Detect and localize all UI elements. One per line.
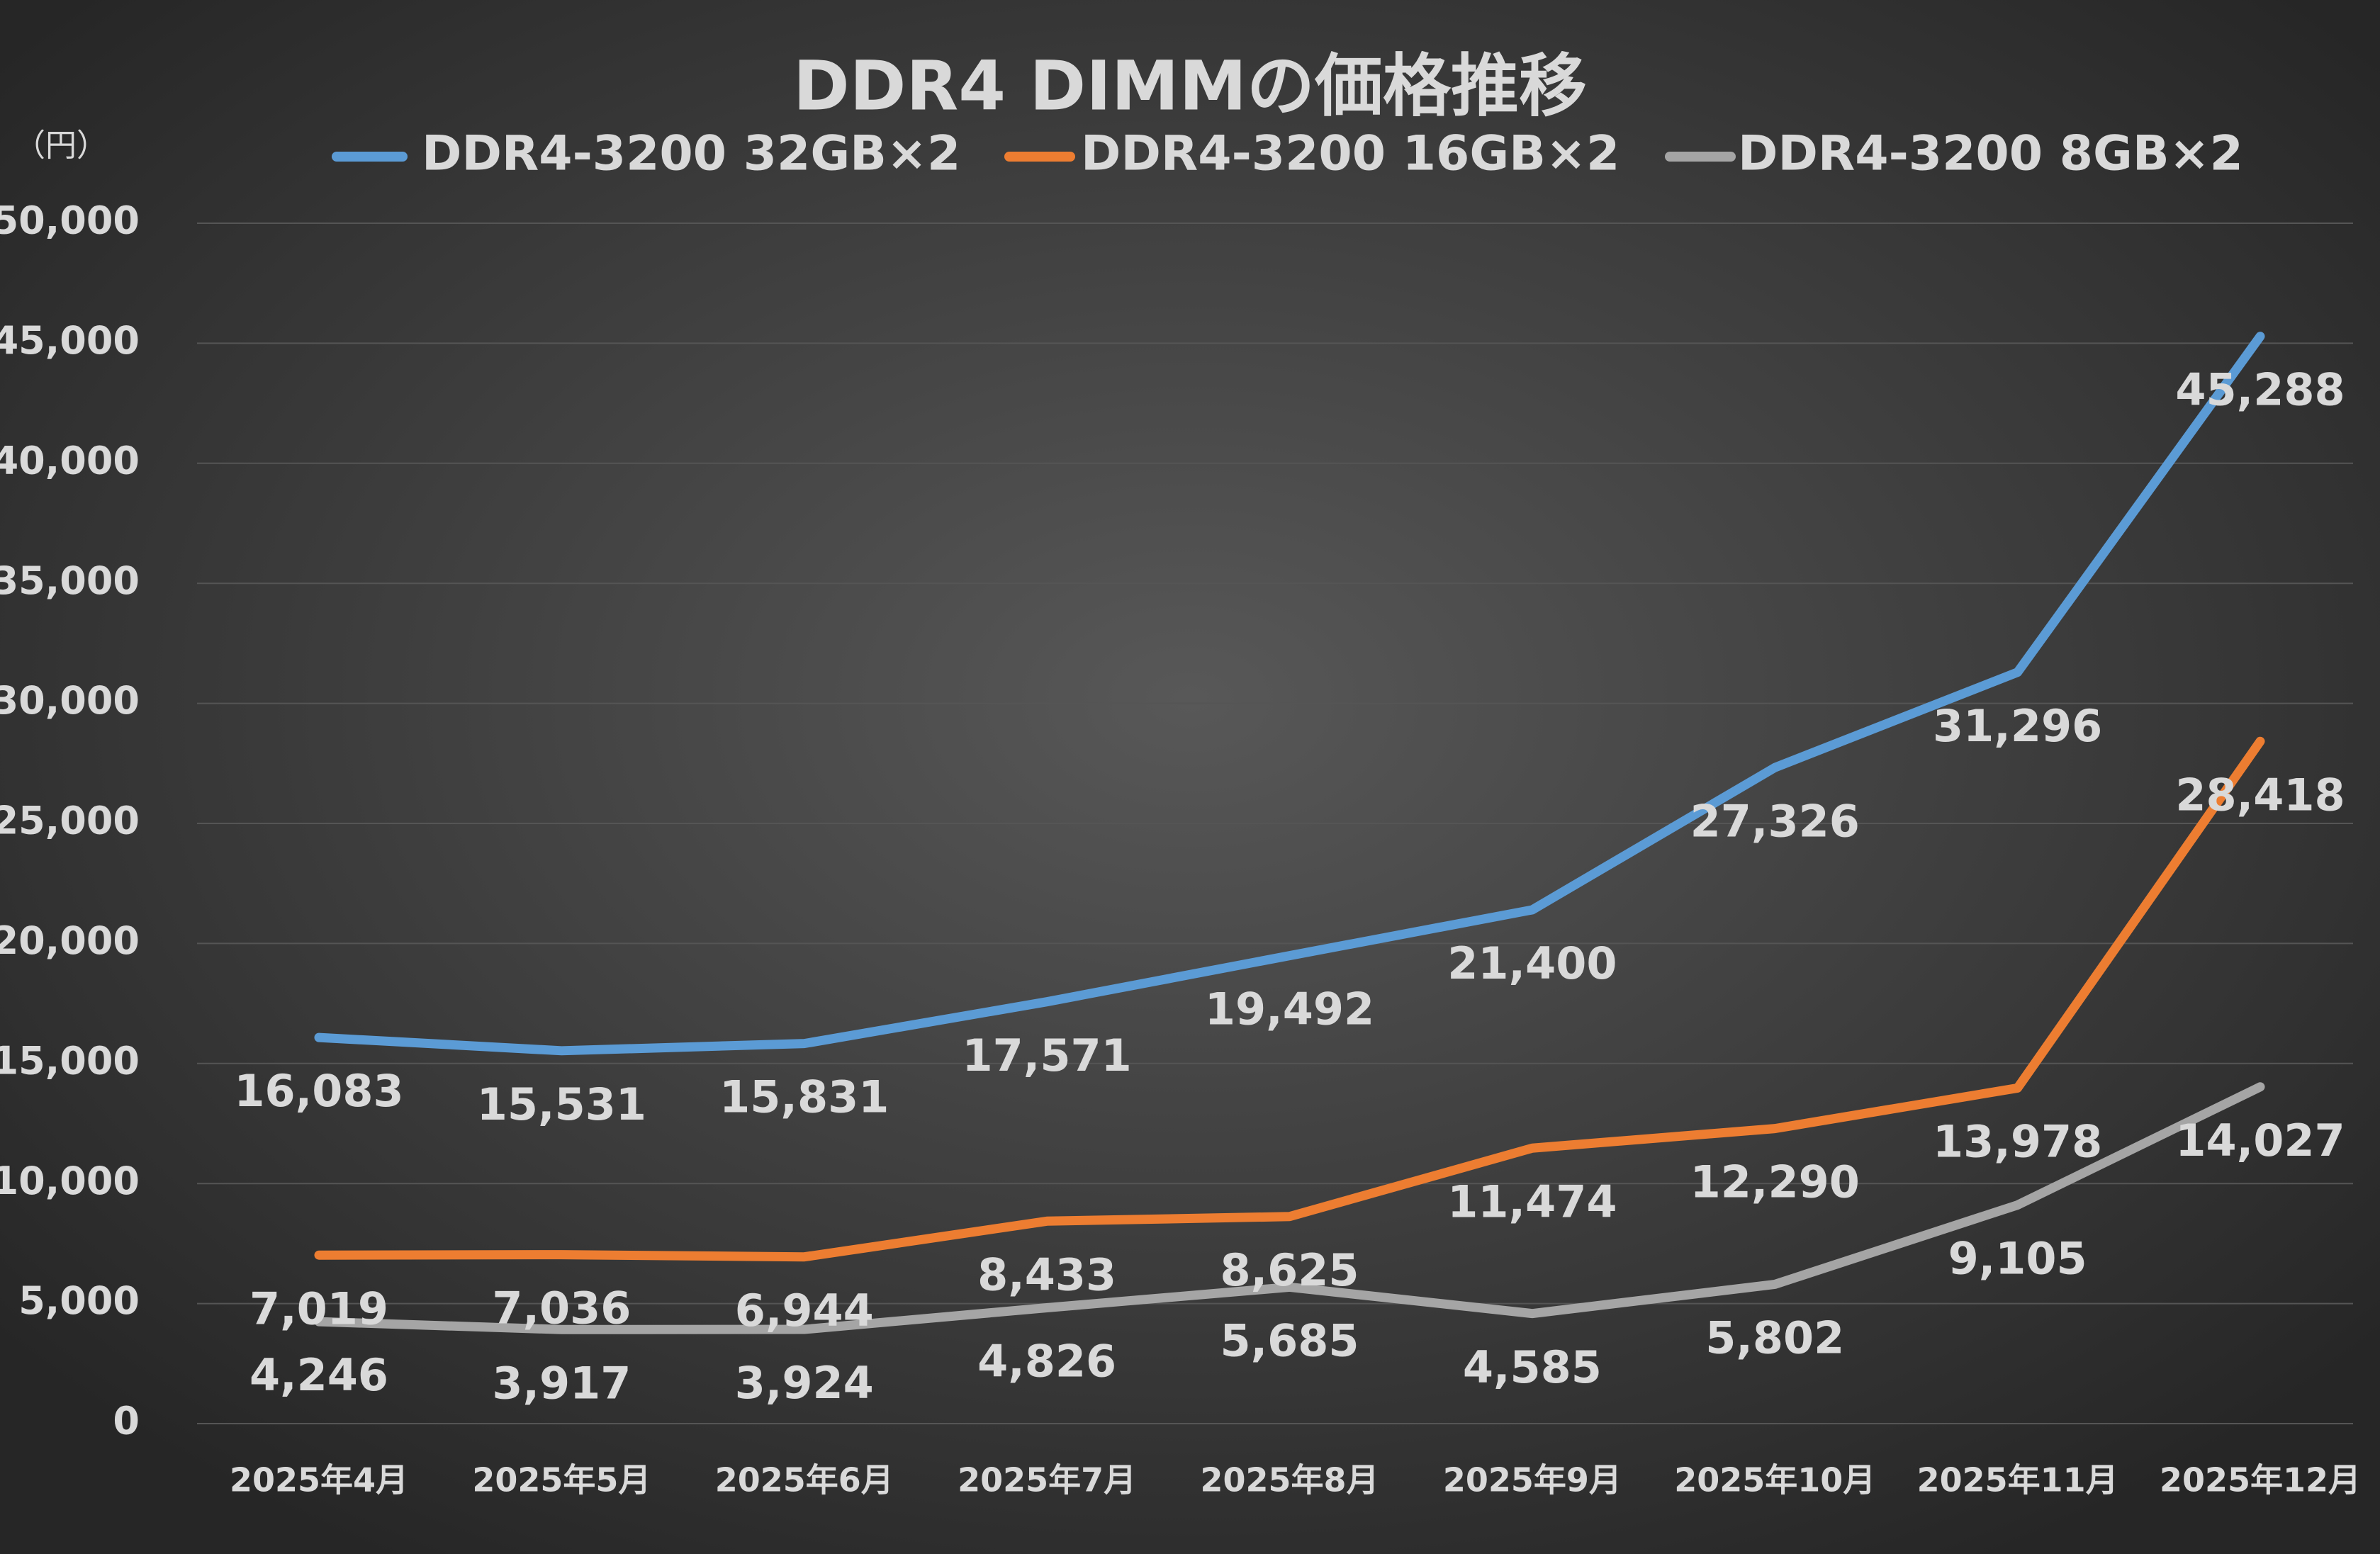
y-tick-label: 45,000 — [0, 318, 140, 363]
legend-label: DDR4-3200 32GB×2 — [422, 126, 960, 182]
data-label: 3,924 — [735, 1357, 874, 1409]
data-label: 7,036 — [492, 1283, 631, 1334]
x-tick-label: 2025年8月 — [1200, 1461, 1379, 1499]
x-tick-label: 2025年7月 — [958, 1461, 1136, 1499]
x-tick-label: 2025年10月 — [1674, 1461, 1875, 1499]
y-tick-label: 0 — [113, 1399, 140, 1443]
chart-title: DDR4 DIMMの価格推移 — [793, 46, 1587, 125]
y-tick-label: 50,000 — [0, 198, 140, 243]
data-label: 3,917 — [492, 1357, 631, 1409]
data-label: 9,105 — [1948, 1233, 2087, 1285]
y-tick-label: 35,000 — [0, 558, 140, 603]
series-line — [314, 332, 2265, 1056]
y-tick-label: 15,000 — [0, 1038, 140, 1083]
y-tick-label: 25,000 — [0, 799, 140, 843]
data-label: 6,944 — [735, 1285, 874, 1336]
data-label: 11,474 — [1447, 1176, 1617, 1227]
data-label: 16,083 — [234, 1065, 403, 1117]
x-tick-label: 2025年12月 — [2160, 1461, 2361, 1499]
data-label: 45,288 — [2175, 364, 2345, 416]
x-tick-label: 2025年6月 — [715, 1461, 894, 1499]
data-label: 17,571 — [962, 1030, 1131, 1081]
y-tick-label: 10,000 — [0, 1159, 140, 1203]
y-tick-label: 5,000 — [18, 1278, 140, 1323]
data-label: 5,685 — [1220, 1314, 1359, 1366]
data-label: 8,433 — [977, 1249, 1116, 1300]
legend-label: DDR4-3200 16GB×2 — [1081, 126, 1620, 182]
data-label: 4,826 — [977, 1336, 1116, 1387]
y-tick-label: 20,000 — [0, 918, 140, 963]
data-label: 31,296 — [1933, 700, 2102, 752]
y-tick-label: 40,000 — [0, 438, 140, 483]
data-label: 15,831 — [719, 1071, 889, 1123]
series-line — [314, 1082, 2265, 1334]
y-unit-label: （円） — [14, 128, 108, 164]
data-label: 19,492 — [1205, 984, 1374, 1035]
x-tick-label: 2025年11月 — [1917, 1461, 2118, 1499]
data-label: 14,027 — [2175, 1115, 2345, 1166]
data-label: 27,326 — [1690, 795, 1860, 847]
data-label: 15,531 — [477, 1079, 646, 1130]
data-label: 28,418 — [2175, 769, 2345, 821]
data-label: 7,019 — [249, 1283, 388, 1334]
data-label: 21,400 — [1447, 938, 1617, 989]
data-label: 4,585 — [1463, 1341, 1602, 1393]
data-label: 8,625 — [1220, 1244, 1359, 1296]
data-label: 4,246 — [249, 1349, 388, 1401]
x-tick-label: 2025年4月 — [230, 1461, 408, 1499]
data-label: 13,978 — [1933, 1116, 2102, 1168]
x-tick-label: 2025年5月 — [472, 1461, 651, 1499]
x-tick-label: 2025年9月 — [1443, 1461, 1622, 1499]
series-line — [314, 736, 2265, 1262]
data-label: 5,802 — [1705, 1312, 1844, 1364]
y-tick-label: 30,000 — [0, 678, 140, 723]
data-label: 12,290 — [1690, 1156, 1860, 1208]
legend-label: DDR4-3200 8GB×2 — [1738, 126, 2243, 182]
